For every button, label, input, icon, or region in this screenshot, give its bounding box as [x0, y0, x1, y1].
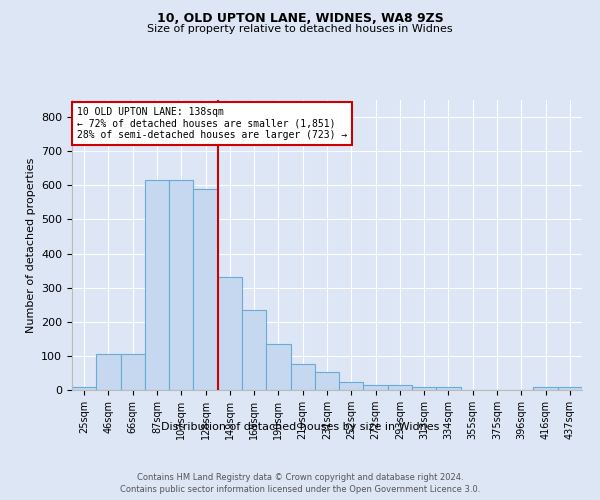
Bar: [436, 388, 461, 390]
Bar: [72, 388, 96, 390]
Bar: [242, 310, 266, 390]
Text: 10 OLD UPTON LANE: 138sqm
← 72% of detached houses are smaller (1,851)
28% of se: 10 OLD UPTON LANE: 138sqm ← 72% of detac…: [77, 108, 347, 140]
Text: Contains public sector information licensed under the Open Government Licence 3.: Contains public sector information licen…: [120, 485, 480, 494]
Bar: [558, 386, 582, 390]
Bar: [315, 372, 339, 390]
Bar: [96, 354, 121, 390]
Bar: [193, 188, 218, 390]
Y-axis label: Number of detached properties: Number of detached properties: [26, 158, 35, 332]
Bar: [533, 388, 558, 390]
Bar: [388, 385, 412, 390]
Bar: [266, 344, 290, 390]
Bar: [145, 180, 169, 390]
Text: Size of property relative to detached houses in Widnes: Size of property relative to detached ho…: [147, 24, 453, 34]
Bar: [169, 180, 193, 390]
Bar: [218, 278, 242, 390]
Bar: [121, 354, 145, 390]
Text: Contains HM Land Registry data © Crown copyright and database right 2024.: Contains HM Land Registry data © Crown c…: [137, 472, 463, 482]
Bar: [364, 385, 388, 390]
Bar: [290, 364, 315, 390]
Text: 10, OLD UPTON LANE, WIDNES, WA8 9ZS: 10, OLD UPTON LANE, WIDNES, WA8 9ZS: [157, 12, 443, 26]
Bar: [339, 382, 364, 390]
Bar: [412, 388, 436, 390]
Text: Distribution of detached houses by size in Widnes: Distribution of detached houses by size …: [161, 422, 439, 432]
